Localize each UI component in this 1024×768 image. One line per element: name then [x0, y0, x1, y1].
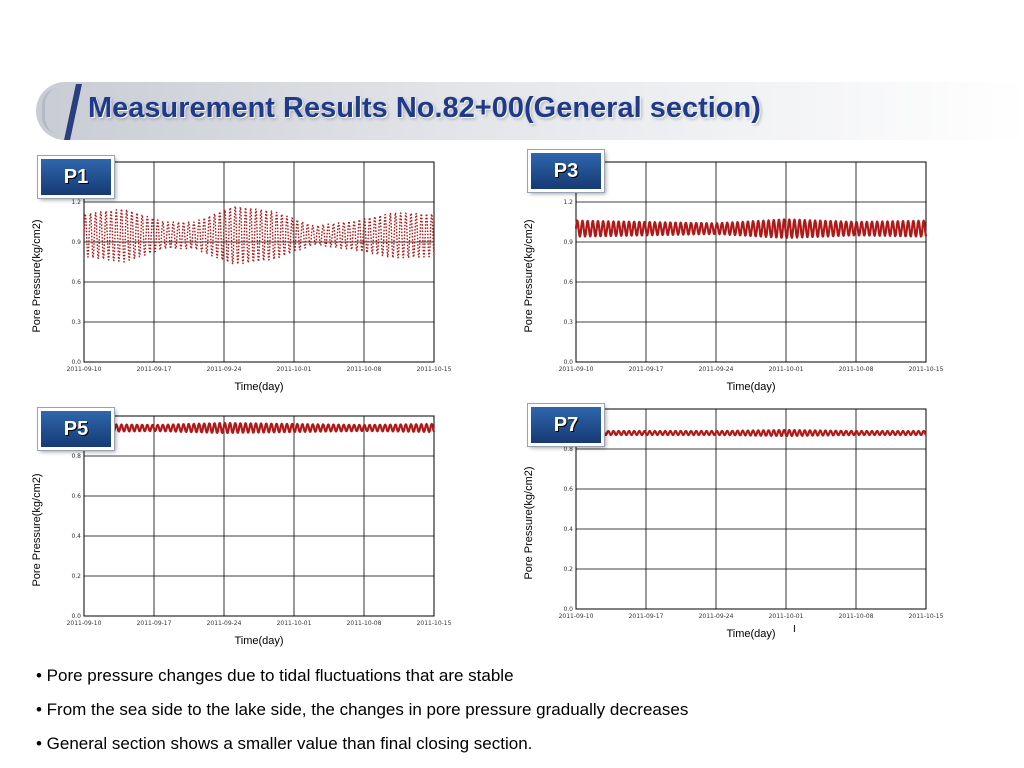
- page-title: Measurement Results No.82+00(General sec…: [88, 92, 761, 124]
- chart-p3: 2011-09-10 2011-09-17 2011-09-24 2011-10-01…: [523, 161, 944, 393]
- x-tick-label: 2011-09-17: [629, 613, 664, 620]
- x-tick-label: 2011-10-08: [839, 366, 874, 373]
- x-tick-label: 2011-10-15: [909, 366, 944, 373]
- x-tick-label: 2011-10-01: [769, 613, 804, 620]
- y-tick-label: 1.2: [563, 199, 573, 206]
- panel-tag-p3: P3: [528, 150, 604, 192]
- y-tick-label: 0.3: [71, 319, 81, 326]
- cursor-mark: I: [793, 624, 796, 635]
- y-axis-label: Pore Pressure(kg/cm2): [523, 219, 535, 332]
- plot-frame: [575, 408, 927, 610]
- panel-tag-p1: P1: [38, 156, 114, 198]
- x-axis-label: Time(day): [726, 628, 775, 640]
- y-axis-label: Pore Pressure(kg/cm2): [523, 466, 535, 579]
- x-tick-label: 2011-09-24: [699, 613, 734, 620]
- x-tick-label: 2011-10-01: [769, 366, 804, 373]
- x-tick-label: 2011-09-24: [207, 620, 242, 627]
- y-tick-label: 0.3: [563, 319, 573, 326]
- x-tick-label: 2011-09-10: [559, 366, 594, 373]
- x-tick-label: 2011-10-08: [347, 366, 382, 373]
- y-tick-label: 0.0: [71, 613, 81, 620]
- note-item: • Pore pressure changes due to tidal flu…: [36, 666, 514, 685]
- x-tick-label: 2011-09-10: [67, 366, 102, 373]
- chart-p7: 2011-09-10 2011-09-17 2011-09-24 2011-10-01…: [523, 408, 944, 640]
- x-tick-label: 2011-10-08: [839, 613, 874, 620]
- y-axis-label: Pore Pressure(kg/cm2): [31, 219, 43, 332]
- y-tick-label: 0.6: [563, 486, 573, 493]
- y-tick-label: 0.6: [71, 279, 81, 286]
- plot-frame: [83, 415, 435, 617]
- y-tick-label: 0.2: [563, 566, 573, 573]
- y-tick-label: 1.2: [71, 199, 81, 206]
- series-line: [83, 205, 435, 265]
- plot-frame: [83, 161, 435, 363]
- chart-p1: 2011-09-10 2011-09-17 2011-09-24 2011-10-01…: [31, 161, 452, 393]
- y-tick-label: 0.0: [563, 606, 573, 613]
- y-tick-label: 0.4: [563, 526, 573, 533]
- plot-frame: [575, 161, 927, 363]
- x-tick-label: 2011-09-17: [137, 366, 172, 373]
- x-tick-label: 2011-10-15: [417, 366, 452, 373]
- x-tick-label: 2011-09-17: [629, 366, 664, 373]
- x-axis-label: Time(day): [234, 381, 283, 393]
- panel-tag-p7: P7: [528, 404, 604, 446]
- series-line: [574, 218, 928, 240]
- x-tick-label: 2011-09-10: [67, 620, 102, 627]
- series-line: [574, 428, 927, 438]
- title-banner: [36, 82, 1024, 140]
- x-tick-label: 2011-09-10: [559, 613, 594, 620]
- y-tick-label: 0.8: [71, 453, 81, 460]
- y-tick-label: 0.2: [71, 573, 81, 580]
- y-tick-label: 0.9: [71, 239, 81, 246]
- x-tick-label: 2011-10-01: [277, 620, 312, 627]
- x-tick-label: 2011-10-08: [347, 620, 382, 627]
- summary-notes: • Pore pressure changes due to tidal flu…: [36, 662, 996, 764]
- x-tick-label: 2011-09-17: [137, 620, 172, 627]
- x-tick-label: 2011-09-24: [699, 366, 734, 373]
- y-tick-label: 0.6: [563, 279, 573, 286]
- x-axis-label: Time(day): [234, 635, 283, 647]
- x-tick-label: 2011-10-15: [417, 620, 452, 627]
- y-tick-label: 0.0: [563, 359, 573, 366]
- x-tick-label: 2011-10-01: [277, 366, 312, 373]
- x-axis-label: Time(day): [726, 381, 775, 393]
- y-tick-label: 0.6: [71, 493, 81, 500]
- y-tick-label: 0.9: [563, 239, 573, 246]
- x-tick-label: 2011-09-24: [207, 366, 242, 373]
- series-line: [82, 422, 436, 434]
- y-axis-label: Pore Pressure(kg/cm2): [31, 473, 43, 586]
- note-item: • From the sea side to the lake side, th…: [36, 700, 689, 719]
- chart-p5: 2011-09-10 2011-09-17 2011-09-24 2011-10-01…: [31, 415, 452, 647]
- y-tick-label: 0.4: [71, 533, 81, 540]
- x-tick-label: 2011-10-15: [909, 613, 944, 620]
- y-tick-label: 0.8: [563, 446, 573, 453]
- panel-tag-p5: P5: [38, 408, 114, 450]
- y-tick-label: 0.0: [71, 359, 81, 366]
- note-item: • General section shows a smaller value …: [36, 734, 533, 753]
